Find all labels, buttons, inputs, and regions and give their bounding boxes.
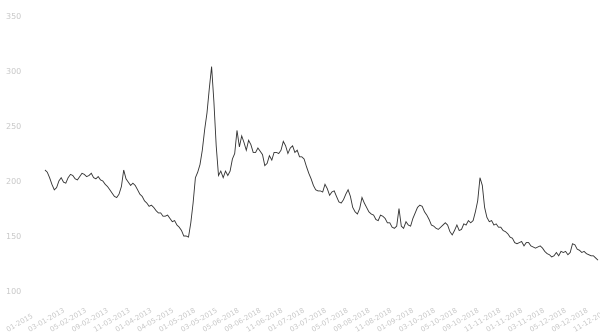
y-tick-label: 350 <box>6 12 21 21</box>
y-axis: 350 300 250 200 150 100 <box>6 12 21 296</box>
y-tick-label: 200 <box>6 177 21 186</box>
y-tick-label: 250 <box>6 122 21 131</box>
y-tick-label: 150 <box>6 232 21 241</box>
plot-area <box>44 66 599 261</box>
y-tick-label: 100 <box>6 287 21 296</box>
y-tick-label: 300 <box>6 67 21 76</box>
x-axis: 01-201503-01-201305-02-201309-02-201311-… <box>5 306 600 333</box>
series-line <box>44 66 599 261</box>
